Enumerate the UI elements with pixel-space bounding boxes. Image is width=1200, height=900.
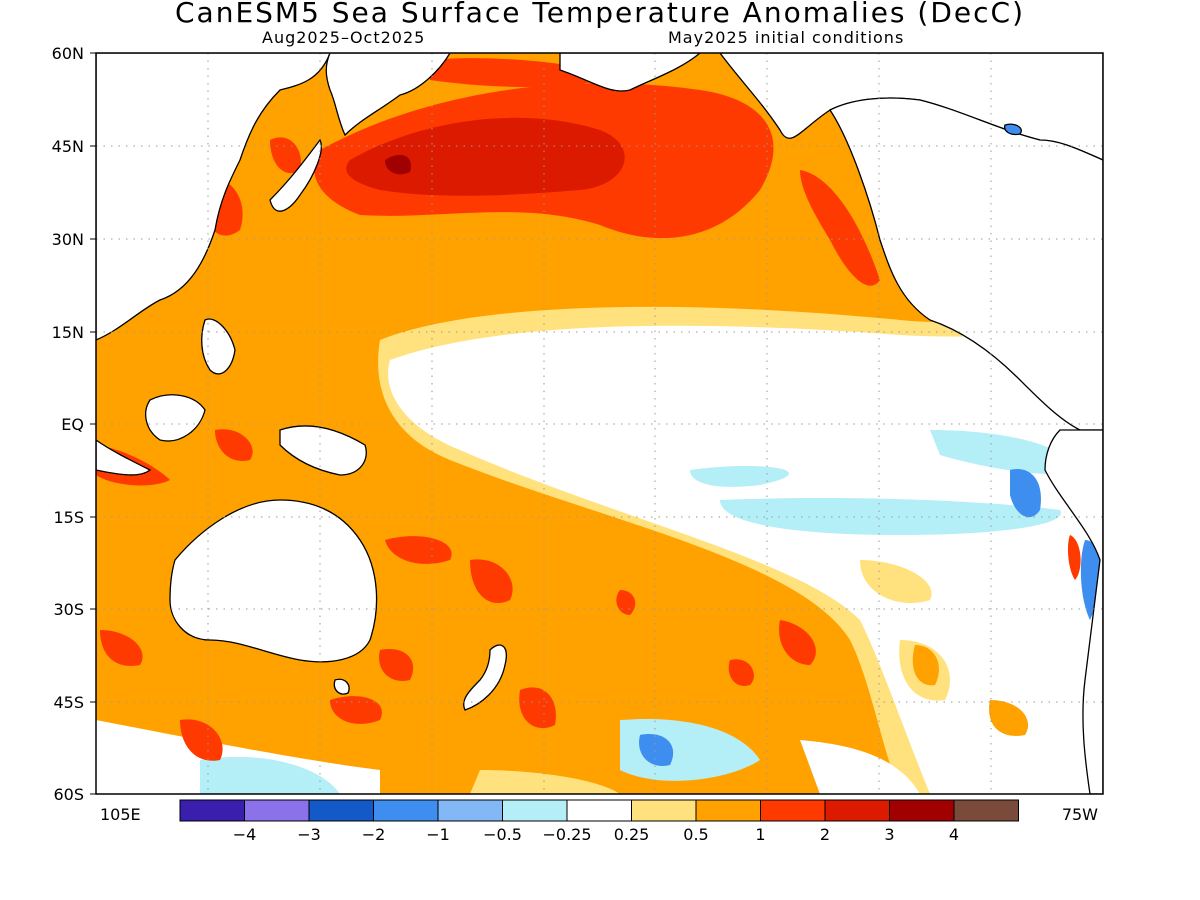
land bbox=[96, 53, 1103, 794]
lat-label: 30S bbox=[53, 600, 84, 619]
legend-swatch bbox=[631, 799, 697, 822]
lat-label: 15S bbox=[53, 508, 84, 527]
legend-swatch bbox=[566, 799, 632, 822]
legend-swatch bbox=[179, 799, 245, 822]
graticule bbox=[96, 53, 1103, 794]
legend-label: −4 bbox=[233, 825, 257, 844]
legend-label: 0.25 bbox=[614, 825, 650, 844]
legend-swatch bbox=[502, 799, 568, 822]
legend-swatch bbox=[437, 799, 503, 822]
color-legend: −4 −3 −2 −1 −0.5 −0.25 0.25 0.5 1 2 3 4 bbox=[179, 799, 1019, 844]
lat-label: 45S bbox=[53, 693, 84, 712]
legend-label: 1 bbox=[755, 825, 765, 844]
lon-label-right: 75W bbox=[1062, 805, 1098, 824]
lat-label: EQ bbox=[61, 415, 84, 434]
lat-label: 60S bbox=[53, 785, 84, 804]
legend-swatch bbox=[889, 799, 955, 822]
lat-label: 30N bbox=[52, 230, 84, 249]
map-title: CanESM5 Sea Surface Temperature Anomalie… bbox=[174, 0, 1025, 29]
legend-swatch bbox=[244, 799, 310, 822]
legend-label: −0.5 bbox=[483, 825, 522, 844]
latitude-axis: 60N 45N 30N 15N EQ 15S 30S 45S 60S bbox=[52, 44, 96, 804]
forecast-period: Aug2025–Oct2025 bbox=[262, 28, 426, 47]
legend-label: −0.25 bbox=[542, 825, 591, 844]
legend-label: 3 bbox=[884, 825, 894, 844]
legend-swatch bbox=[824, 799, 890, 822]
legend-label: 4 bbox=[949, 825, 959, 844]
legend-swatch bbox=[953, 799, 1019, 822]
lat-label: 60N bbox=[52, 44, 84, 63]
legend-label: 0.5 bbox=[683, 825, 708, 844]
lat-label: 15N bbox=[52, 323, 84, 342]
lon-label-left: 105E bbox=[100, 805, 141, 824]
lat-label: 45N bbox=[52, 137, 84, 156]
legend-swatch bbox=[373, 799, 439, 822]
legend-swatch bbox=[760, 799, 826, 822]
initial-conditions: May2025 initial conditions bbox=[668, 28, 905, 47]
legend-swatch bbox=[308, 799, 374, 822]
legend-swatch bbox=[695, 799, 761, 822]
legend-label: −3 bbox=[297, 825, 321, 844]
legend-label: 2 bbox=[820, 825, 830, 844]
legend-label: −2 bbox=[362, 825, 386, 844]
legend-label: −1 bbox=[426, 825, 450, 844]
